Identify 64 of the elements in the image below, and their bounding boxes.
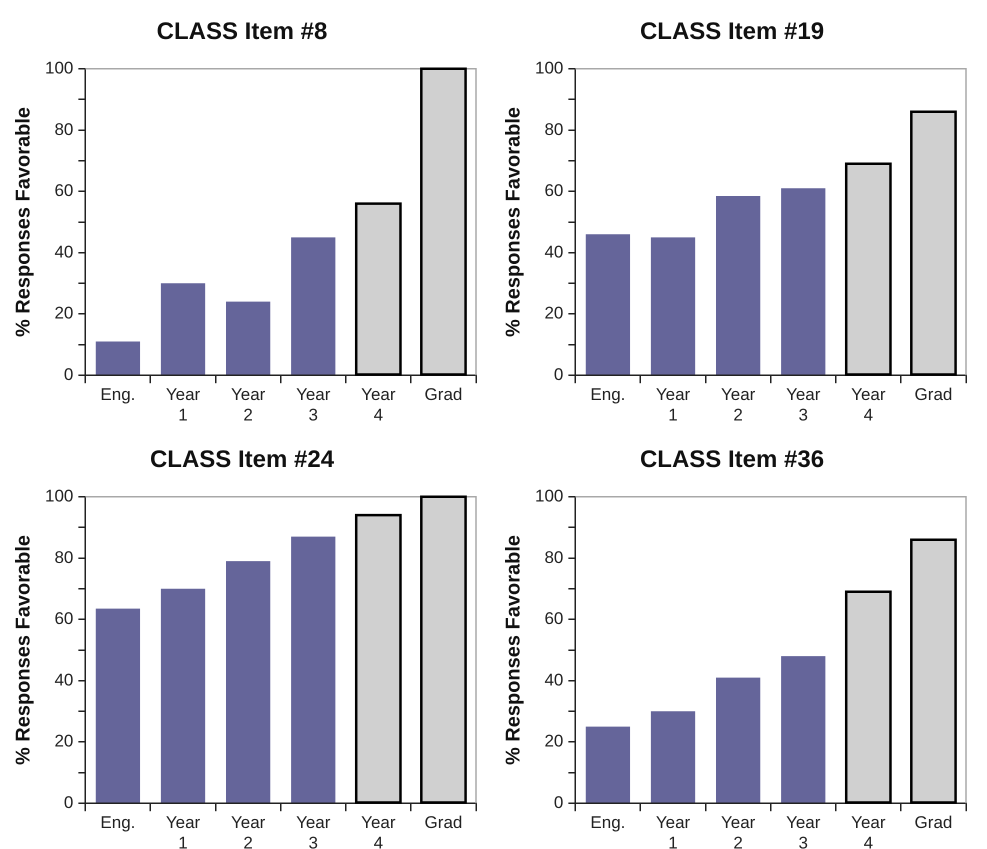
y-tick-label: 60: [544, 609, 564, 628]
y-tick-label: 80: [54, 120, 74, 139]
x-tick-label: Year 3: [296, 385, 331, 424]
y-axis-title: % Responses Favorable: [502, 534, 525, 766]
chart-title: CLASS Item #24: [150, 446, 335, 474]
bar: [650, 711, 696, 802]
x-tick-label: Year 1: [166, 813, 201, 849]
x-tick-label: Year 4: [361, 385, 396, 424]
x-tick-label: Year 2: [230, 385, 266, 424]
y-axis-title: % Responses Favorable: [502, 106, 525, 338]
y-tick-label: 40: [54, 242, 74, 262]
bar: [291, 237, 336, 374]
y-tick-label: 100: [44, 58, 74, 78]
x-tick-label: Year 2: [230, 813, 266, 849]
y-tick-label: 0: [554, 792, 564, 812]
x-tick-label: Grad: [914, 813, 952, 832]
y-tick-label: 40: [544, 670, 564, 690]
x-tick-label: Year 2: [720, 385, 756, 424]
x-tick-label: Year 1: [656, 385, 691, 424]
x-tick-label: Year 4: [851, 385, 886, 424]
x-tick-label: Eng.: [100, 385, 136, 404]
y-tick-label: 80: [544, 548, 564, 567]
x-tick-label: Year 4: [361, 813, 396, 849]
y-tick-label: 0: [64, 364, 74, 384]
x-tick-label: Year 4: [851, 813, 886, 849]
y-tick-label: 100: [44, 486, 74, 506]
y-tick-label: 20: [54, 732, 74, 751]
x-tick-label: Year 1: [656, 813, 691, 849]
y-tick-label: 80: [54, 548, 74, 567]
x-tick-label: Grad: [914, 385, 952, 404]
y-tick-label: 20: [544, 732, 564, 751]
bar: [716, 678, 760, 802]
bar: [96, 341, 140, 374]
y-axis-title: % Responses Favorable: [12, 106, 35, 338]
y-tick-label: 60: [544, 181, 564, 200]
x-tick-label: Grad: [424, 385, 462, 404]
x-tick-label: Year 3: [786, 813, 821, 849]
x-tick-label: Year 1: [166, 385, 201, 424]
y-tick-label: 80: [544, 120, 564, 139]
chart-title: CLASS Item #36: [640, 446, 824, 474]
y-tick-label: 40: [544, 242, 564, 262]
x-tick-label: Year 3: [786, 385, 821, 424]
y-tick-label: 0: [554, 364, 564, 384]
x-tick-label: Year 3: [296, 813, 331, 849]
x-tick-label: Eng.: [590, 813, 626, 832]
y-tick-label: 20: [544, 304, 564, 323]
bar: [160, 283, 206, 374]
chart-title: CLASS Item #19: [640, 18, 824, 46]
y-tick-label: 100: [534, 486, 564, 506]
y-tick-label: 0: [64, 792, 74, 812]
chart-title: CLASS Item #8: [156, 18, 328, 46]
y-tick-label: 100: [534, 58, 564, 78]
x-tick-label: Grad: [424, 813, 462, 832]
y-tick-label: 60: [54, 609, 74, 628]
bar: [781, 656, 826, 802]
y-tick-label: 60: [54, 181, 74, 200]
x-tick-label: Eng.: [590, 385, 626, 404]
x-tick-label: Year 2: [720, 813, 756, 849]
bar: [586, 726, 630, 802]
y-axis-title: % Responses Favorable: [12, 534, 35, 766]
bar: [226, 302, 270, 374]
y-tick-label: 20: [54, 304, 74, 323]
x-tick-label: Eng.: [100, 813, 136, 832]
y-tick-label: 40: [54, 670, 74, 690]
